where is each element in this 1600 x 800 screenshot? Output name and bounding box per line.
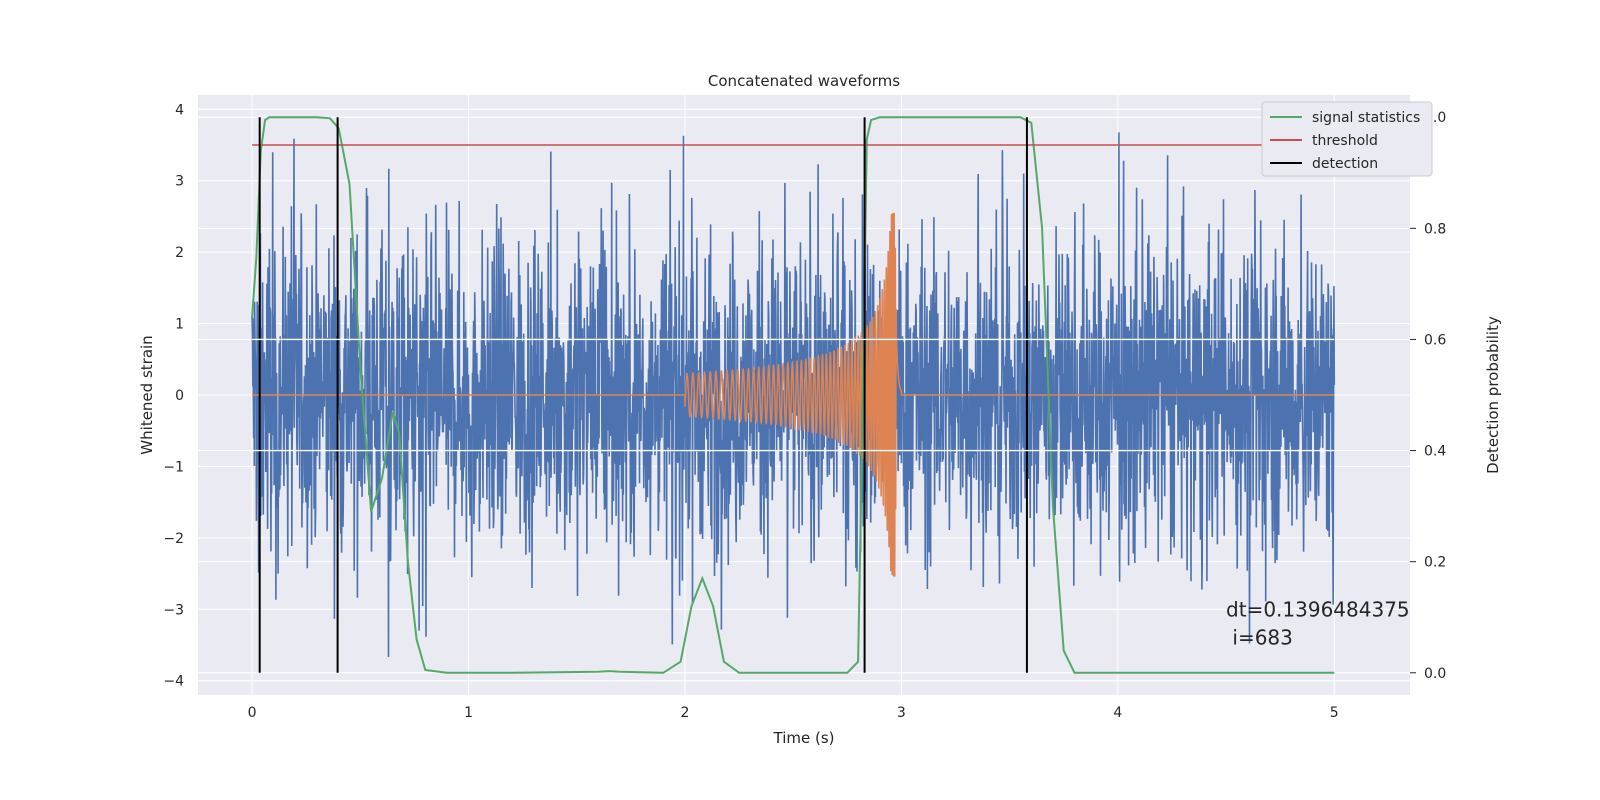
plot-area — [251, 116, 1336, 674]
noise-series — [251, 132, 1336, 658]
y-tick-label: 3 — [175, 174, 184, 190]
legend: signal statistics threshold detection — [1261, 101, 1433, 177]
y2-axis-ticks: 0.00.20.40.60.81.0 — [1410, 110, 1446, 682]
y-tick-label: 2 — [175, 245, 184, 261]
y2-tick-label: 0.2 — [1424, 555, 1446, 571]
y2-axis-label: Detection probability — [1484, 316, 1502, 474]
legend-label-threshold: threshold — [1312, 133, 1378, 149]
noise-line — [251, 132, 1336, 658]
x-tick-label: 1 — [464, 705, 473, 721]
annotation-dt: dt=0.1396484375 — [1226, 597, 1410, 621]
y-tick-label: 4 — [175, 102, 184, 118]
y-axis-ticks: −4 −3 −2 −1 0 1 2 3 4 — [163, 102, 184, 689]
x-axis-ticks: 0 1 2 3 4 5 — [248, 705, 1339, 721]
legend-label-signal-statistics: signal statistics — [1312, 110, 1420, 126]
y2-tick-label: 0.0 — [1424, 666, 1446, 682]
y-tick-label: −2 — [163, 531, 184, 547]
y-tick-label: −4 — [163, 674, 184, 690]
y2-tick-label: 0.8 — [1424, 221, 1446, 237]
legend-label-detection: detection — [1312, 156, 1378, 172]
x-tick-label: 4 — [1113, 705, 1122, 721]
y-tick-label: 0 — [175, 388, 184, 404]
annotation-i: i=683 — [1226, 625, 1293, 649]
right-axis-series — [251, 116, 1335, 674]
x-axis-label: Time (s) — [773, 729, 835, 747]
y2-tick-label: 0.6 — [1424, 332, 1446, 348]
legend-box — [1261, 101, 1433, 177]
y-tick-label: −1 — [163, 459, 184, 475]
chart-title: Concatenated waveforms — [708, 72, 900, 90]
y-axis-label: Whitened strain — [138, 335, 156, 454]
y-tick-label: 1 — [175, 317, 184, 333]
annotation: dt=0.1396484375 i=683 — [1226, 597, 1410, 649]
x-tick-label: 0 — [248, 705, 257, 721]
x-tick-label: 3 — [897, 705, 906, 721]
signal-statistics-line — [251, 116, 1335, 674]
x-tick-label: 5 — [1330, 705, 1339, 721]
x-tick-label: 2 — [681, 705, 690, 721]
y2-tick-label: 0.4 — [1424, 444, 1446, 460]
y-tick-label: −3 — [163, 602, 184, 618]
